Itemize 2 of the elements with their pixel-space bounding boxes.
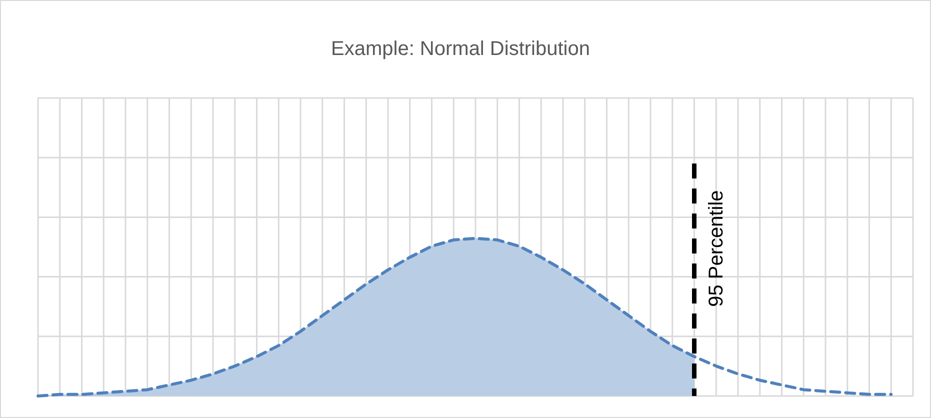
text: 95 Percentile (705, 190, 728, 307)
chart-title: Example: Normal Distribution (331, 38, 590, 60)
